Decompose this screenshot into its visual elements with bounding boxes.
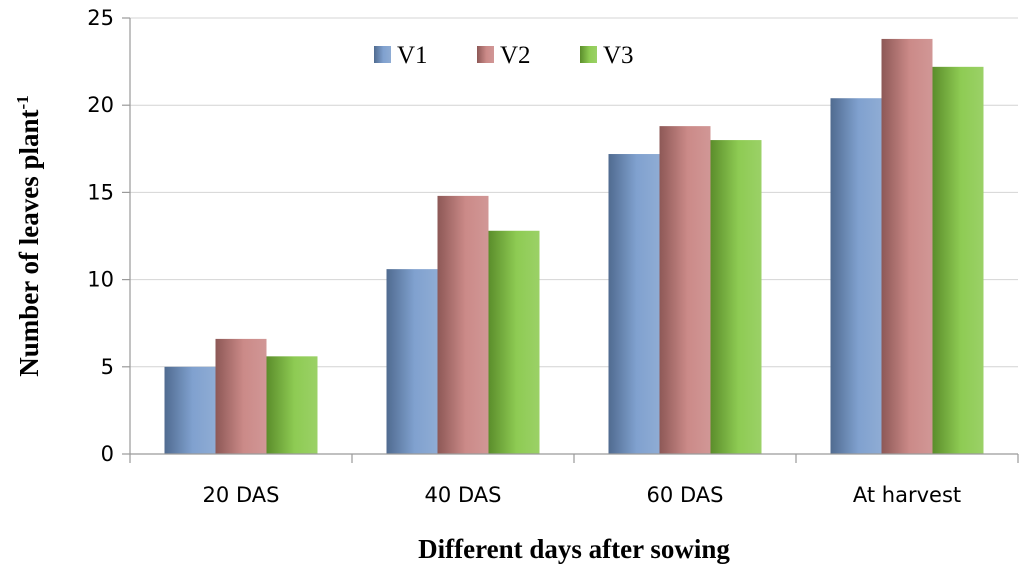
y-tick-label: 10 [87, 268, 114, 292]
bar-v2-3 [659, 126, 711, 455]
legend-label-v1: V1 [397, 42, 428, 69]
y-tick-label: 15 [87, 180, 114, 204]
bar-v1-4 [830, 98, 882, 454]
y-tick-label: 5 [101, 355, 114, 379]
y-tick-label: 20 [87, 93, 114, 117]
legend-swatch-v1 [374, 46, 391, 63]
y-tick-label: 0 [101, 442, 114, 466]
y-axis-title: Number of leaves plant-1 [13, 95, 44, 376]
bar-v3-2 [488, 230, 540, 454]
x-tick-label: 20 DAS [203, 483, 280, 507]
bar-v1-1 [164, 366, 216, 454]
x-tick-label: At harvest [853, 483, 961, 507]
bar-v1-2 [386, 269, 438, 454]
y-axis-title-superscript: -1 [13, 95, 32, 109]
bar-v3-1 [266, 356, 318, 454]
bar-v2-4 [881, 38, 933, 454]
bar-v3-3 [710, 140, 762, 454]
x-tick-label: 60 DAS [647, 483, 724, 507]
bar-v1-3 [608, 154, 660, 455]
legend-swatch-v3 [580, 46, 597, 63]
y-tick-label: 25 [87, 6, 114, 30]
legend: V1 V2 V3 [374, 42, 634, 69]
y-axis-title-main: Number of leaves plant [14, 109, 44, 376]
x-tick-label: 40 DAS [425, 483, 502, 507]
y-tick-labels: 0 5 10 15 20 25 [87, 6, 114, 466]
bar-v2-2 [437, 195, 489, 454]
bar-v3-4 [932, 66, 984, 454]
legend-swatch-v2 [477, 46, 494, 63]
bar-v2-1 [215, 338, 267, 454]
bars [164, 38, 984, 455]
x-tick-labels: 20 DAS 40 DAS 60 DAS At harvest [129, 454, 1019, 507]
x-axis-title: Different days after sowing [418, 534, 730, 564]
legend-label-v3: V3 [603, 42, 634, 69]
legend-label-v2: V2 [500, 42, 531, 69]
